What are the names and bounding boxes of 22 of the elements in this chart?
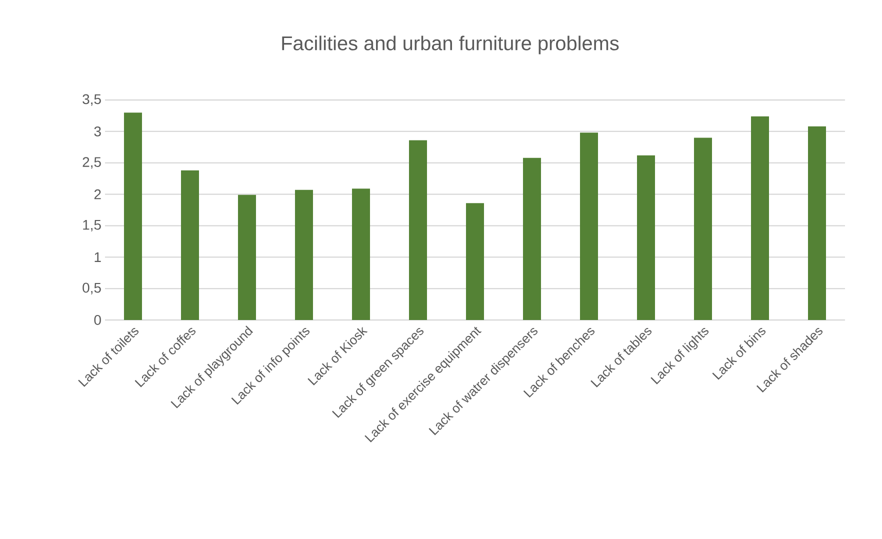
bar bbox=[637, 155, 655, 320]
bar bbox=[694, 138, 712, 320]
y-tick-label: 1 bbox=[94, 252, 101, 262]
y-tick-label: 3,5 bbox=[82, 94, 101, 106]
y-tick-label: 3 bbox=[94, 126, 101, 136]
bar bbox=[180, 170, 199, 320]
y-tick-label: 0,5 bbox=[82, 282, 101, 294]
y-tick-label: 2 bbox=[94, 189, 101, 200]
bar bbox=[408, 140, 427, 320]
chart-title: Facilities and urban furniture problems bbox=[282, 36, 619, 54]
y-tick-label: 2,5 bbox=[82, 157, 101, 169]
bar bbox=[294, 190, 313, 320]
bar bbox=[580, 132, 598, 320]
bar bbox=[808, 126, 826, 320]
y-tick-label: 0 bbox=[94, 315, 101, 325]
bar bbox=[238, 194, 256, 320]
bar bbox=[751, 116, 769, 320]
bar bbox=[522, 158, 541, 320]
bar bbox=[466, 203, 484, 320]
bar bbox=[124, 112, 142, 320]
y-tick-label: 1,5 bbox=[83, 220, 101, 232]
bar bbox=[352, 188, 370, 320]
